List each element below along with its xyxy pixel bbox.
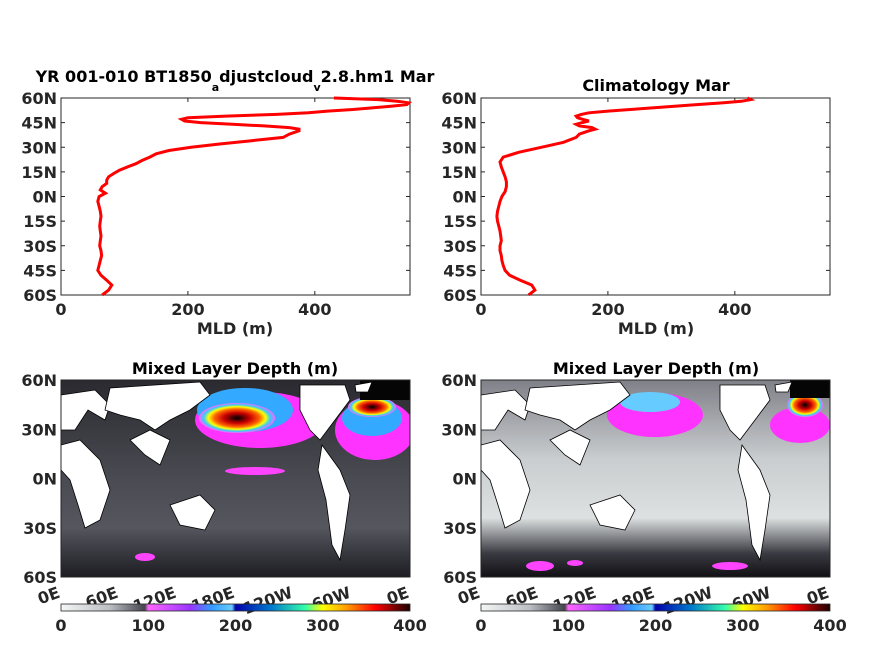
y-tick-label: 30N	[21, 420, 57, 439]
southern-patch-3	[712, 562, 748, 570]
series-line	[495, 96, 756, 297]
map-title-model: Mixed Layer Depth (m)	[132, 359, 338, 378]
x-tick-label: 0	[475, 300, 486, 319]
y-ticks: 60S 45S 30S 15S 0N 15N 30N 45N 60N	[21, 89, 410, 305]
southern-patch-2	[567, 560, 583, 566]
y-tick-label: 0N	[452, 188, 477, 207]
y-tick-label: 45S	[443, 261, 477, 280]
north-atlantic-hotspot	[787, 393, 823, 417]
land-masses	[481, 381, 793, 562]
colorbar-ticks: 0 100 200 300 400	[55, 616, 426, 635]
y-tick-label: 30N	[441, 138, 477, 157]
x-tick-label: 120W	[241, 583, 296, 618]
x-tick-label: 0	[55, 300, 66, 319]
map-title-climatology: Mixed Layer Depth (m)	[553, 359, 759, 378]
southern-patch	[135, 553, 155, 561]
y-tick-label: 60N	[441, 371, 477, 390]
y-tick-label: 45N	[441, 114, 477, 133]
plot-area	[480, 97, 831, 296]
x-tick-label: 400	[298, 300, 331, 319]
colorbar-tick-label: 300	[306, 616, 339, 635]
y-ticks: 60S 45S 30S 15S 0N 15N 30N 45N 60N	[441, 89, 830, 305]
x-axis-label: MLD (m)	[197, 319, 273, 338]
colorbar-tick-label: 100	[552, 616, 585, 635]
southern-patch-1	[526, 561, 554, 571]
y-tick-label: 15S	[23, 212, 57, 231]
colorbar-tick-label: 0	[55, 616, 66, 635]
panel-profile-climatology: Climatology Mar 60S45S30S15S0N15N30N45N6…	[441, 76, 831, 338]
y-ticks: 60S 30S 0N 30N 60N	[441, 371, 477, 587]
y-ticks: 60S 30S 0N 30N 60N	[21, 371, 57, 587]
colorbar-tick-label: 400	[813, 616, 846, 635]
y-tick-label: 60S	[23, 286, 57, 305]
series-line	[96, 96, 413, 297]
colorbar	[480, 603, 831, 612]
x-ticks: 0 200 400	[55, 98, 332, 319]
panel-map-model: Mixed Layer Depth (m)	[21, 359, 426, 635]
y-tick-label: 15N	[441, 163, 477, 182]
y-tick-label: 60S	[443, 286, 477, 305]
y-tick-label: 15N	[21, 163, 57, 182]
panel-title-climatology: Climatology Mar	[582, 76, 729, 95]
y-tick-label: 30S	[443, 519, 477, 538]
y-tick-label: 30N	[441, 420, 477, 439]
north-pacific-hotspot	[199, 403, 275, 433]
arctic-deep	[360, 380, 410, 400]
x-tick-label: 200	[171, 300, 204, 319]
y-tick-label: 60N	[21, 371, 57, 390]
x-axis-label: MLD (m)	[618, 319, 694, 338]
y-tick-label: 30N	[21, 138, 57, 157]
x-tick-label: 120W	[661, 583, 716, 618]
y-tick-label: 60S	[23, 568, 57, 587]
colorbar-tick-label: 200	[219, 616, 252, 635]
plot-area	[60, 97, 411, 296]
north-atlantic-deep-region	[770, 407, 830, 443]
y-tick-label: 60S	[443, 568, 477, 587]
x-ticks: 0E 60E 120E 180E 120W 60W 0E	[35, 583, 411, 618]
y-tick-label: 30S	[23, 519, 57, 538]
x-tick-label: 400	[718, 300, 751, 319]
y-tick-label: 0N	[32, 188, 57, 207]
x-ticks: 0 200 400	[475, 98, 752, 319]
y-tick-label: 45N	[21, 114, 57, 133]
colorbar	[60, 603, 411, 612]
y-tick-label: 45S	[23, 261, 57, 280]
colorbar-tick-label: 200	[639, 616, 672, 635]
y-tick-label: 0N	[452, 470, 477, 489]
arctic-deep	[790, 380, 830, 398]
plot-area	[480, 379, 831, 578]
panel-profile-model: YR 001-010 BT1850adjustcloudv2.8.hm1 Mar…	[21, 67, 434, 338]
plot-area	[60, 379, 411, 578]
land-masses	[61, 381, 373, 562]
colorbar-tick-label: 400	[393, 616, 426, 635]
equatorial-band	[225, 467, 285, 475]
y-tick-label: 30S	[23, 237, 57, 256]
y-tick-label: 60N	[21, 89, 57, 108]
y-tick-label: 30S	[443, 237, 477, 256]
colorbar-tick-label: 100	[132, 616, 165, 635]
y-tick-label: 0N	[32, 470, 57, 489]
panel-title-model: YR 001-010 BT1850adjustcloudv2.8.hm1 Mar	[35, 67, 435, 94]
colorbar-ticks: 0 100 200 300 400	[475, 616, 846, 635]
y-tick-label: 15S	[443, 212, 477, 231]
colorbar-tick-label: 0	[475, 616, 486, 635]
colorbar-tick-label: 300	[726, 616, 759, 635]
north-atlantic-hotspot	[348, 397, 396, 417]
y-tick-label: 60N	[441, 89, 477, 108]
x-tick-label: 200	[591, 300, 624, 319]
north-pacific-blue	[620, 392, 680, 412]
x-ticks: 0E 60E 120E 180E 120W 60W 0E	[455, 583, 831, 618]
